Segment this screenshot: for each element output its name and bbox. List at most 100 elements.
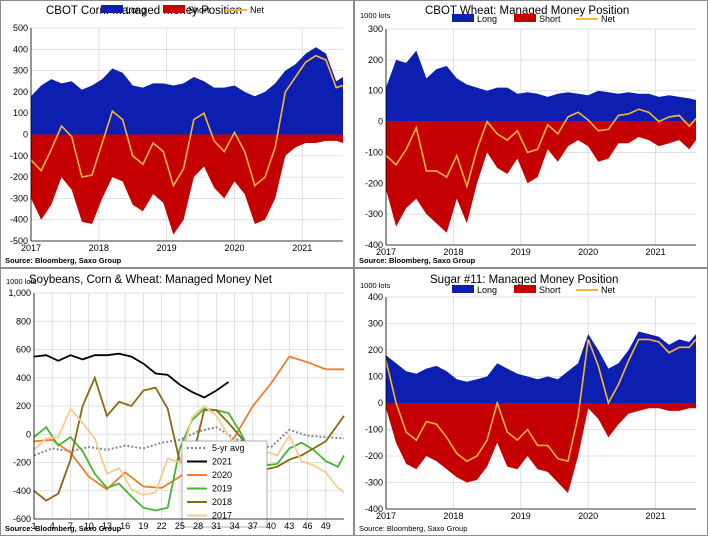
chart-title: Sugar #11: Managed Money Position (430, 274, 618, 286)
x-tick-label: 2019 (157, 243, 177, 253)
x-tick-label: 2017 (376, 511, 396, 521)
corn-chart-svg: -500 -400 -300 -200 -100 0 100 200 300 400 500 2017… (5, 5, 344, 265)
y-tick-label: 400 (16, 373, 31, 383)
legend-label: Short (539, 285, 561, 295)
y-tick-label: -400 (365, 504, 383, 514)
series-line-5yravg (33, 426, 345, 457)
legend-label: Short (188, 5, 210, 15)
y-tick-label: -200 (10, 172, 28, 182)
y-tick-label: -400 (13, 486, 31, 496)
y-tick-label: -300 (365, 209, 383, 219)
y-tick-label: -200 (365, 451, 383, 461)
x-tick-label: 2020 (224, 243, 244, 253)
x-tick-label: 4 (50, 521, 55, 531)
x-tick-label: 2020 (578, 247, 598, 257)
y-tick-label: 400 (13, 44, 28, 54)
y-tick-label: 500 (13, 23, 28, 33)
y-tick-label: 0 (26, 429, 31, 439)
x-tick-label: 43 (284, 521, 294, 531)
x-tick-label: 2021 (292, 243, 312, 253)
y-tick-label: 200 (368, 55, 383, 65)
legend-swatch (452, 285, 474, 293)
sugar-chart-svg: -400 -300 -200 -100 0 100 200 300 400 2017 2018 201… (359, 274, 697, 533)
legend-label: 5-yr avg (212, 443, 245, 453)
x-tick-label: 31 (211, 521, 221, 531)
wheat-chart-panel: -400 -300 -200 -100 0 100 200 300 2017 2018 2019 20… (354, 0, 708, 268)
legend-swatch (514, 285, 536, 293)
x-tick-label: 2018 (443, 511, 463, 521)
x-tick-label: 37 (248, 521, 258, 531)
corn-chart-panel: -500 -400 -300 -200 -100 0 100 200 300 400 500 2017… (0, 0, 354, 268)
x-tick-label: 49 (321, 521, 331, 531)
long-area (386, 331, 696, 403)
y-tick-label: 100 (368, 372, 383, 382)
legend-label: 2021 (212, 457, 232, 467)
chart-title: Soybeans, Corn & Wheat: Managed Money Ne… (29, 274, 273, 286)
y-tick-label: 1,000 (8, 288, 31, 298)
y-tick-label: 200 (368, 345, 383, 355)
legend-label: Long (126, 5, 146, 15)
unit-label: 1000 lots (360, 11, 391, 20)
x-tick-label: 2017 (21, 243, 41, 253)
x-tick-label: 2021 (646, 247, 666, 257)
y-tick-label: 800 (16, 316, 31, 326)
y-tick-label: -200 (365, 178, 383, 188)
legend-label: 2020 (212, 470, 232, 480)
sugar-chart-panel: -400 -300 -200 -100 0 100 200 300 400 2017 2018 201… (354, 268, 708, 536)
x-tick-label: 16 (120, 521, 130, 531)
y-tick-label: 0 (23, 130, 28, 140)
net-line (30, 54, 344, 188)
y-tick-label: -300 (365, 478, 383, 488)
unit-label: 1000 lots (6, 277, 37, 286)
chart-title: CBOT Corn: Managed Money Position (46, 5, 242, 17)
chart-title: CBOT Wheat: Managed Money Position (425, 5, 629, 17)
y-tick-label: 300 (368, 24, 383, 34)
legend-label: Long (477, 14, 497, 24)
x-tick-label: 19 (138, 521, 148, 531)
legend-box (181, 440, 268, 528)
x-tick-label: 2019 (511, 511, 531, 521)
x-tick-label: 10 (84, 521, 94, 531)
y-tick-label: 100 (368, 86, 383, 96)
series-line-2021 (33, 352, 230, 399)
source-note: Source: Bloomberg, Saxo Group (5, 256, 122, 265)
x-tick-label: 2020 (578, 511, 598, 521)
y-tick-label: -500 (10, 236, 28, 246)
y-tick-label: 0 (378, 398, 383, 408)
long-area (386, 50, 696, 122)
short-area (31, 134, 343, 235)
x-tick-label: 40 (266, 521, 276, 531)
net-line (385, 108, 697, 190)
y-tick-label: 400 (368, 292, 383, 302)
y-tick-label: -200 (13, 458, 31, 468)
y-tick-label: 300 (368, 319, 383, 329)
legend-label: Short (539, 14, 561, 24)
x-tick-label: 1 (31, 521, 36, 531)
x-tick-label: 22 (157, 521, 167, 531)
y-tick-label: -400 (365, 240, 383, 250)
source-note: Source: Bloomberg, Saxo Group (359, 256, 476, 265)
legend-label: Net (250, 5, 265, 15)
source-note: Source: Bloomberg, Saxo Group (359, 524, 467, 533)
source-note: Source: Bloomberg, Saxo Group (5, 524, 122, 533)
legend-label: Net (601, 285, 616, 295)
short-area (386, 403, 696, 494)
y-tick-label: 600 (16, 345, 31, 355)
y-tick-label: -600 (13, 514, 31, 524)
x-tick-label: 2021 (646, 511, 666, 521)
y-tick-label: -100 (10, 151, 28, 161)
legend-swatch (514, 14, 536, 22)
legend-swatch (101, 5, 123, 13)
series-line-2017 (33, 404, 345, 496)
x-tick-label: 2017 (376, 247, 396, 257)
x-tick-label: 2018 (89, 243, 109, 253)
x-tick-label: 28 (193, 521, 203, 531)
legend-label: 2018 (212, 497, 232, 507)
legend-swatch (163, 5, 185, 13)
y-tick-label: 0 (378, 117, 383, 127)
soy-chart-svg: 5-yr avg 2021 2020 2019 2018 2017 -600 -400 -200… (5, 274, 345, 533)
x-tick-label: 46 (303, 521, 313, 531)
legend-label: Long (477, 285, 497, 295)
x-tick-label: 34 (230, 521, 240, 531)
soy-chart-panel: 5-yr avg 2021 2020 2019 2018 2017 -600 -400 -200… (0, 268, 354, 536)
